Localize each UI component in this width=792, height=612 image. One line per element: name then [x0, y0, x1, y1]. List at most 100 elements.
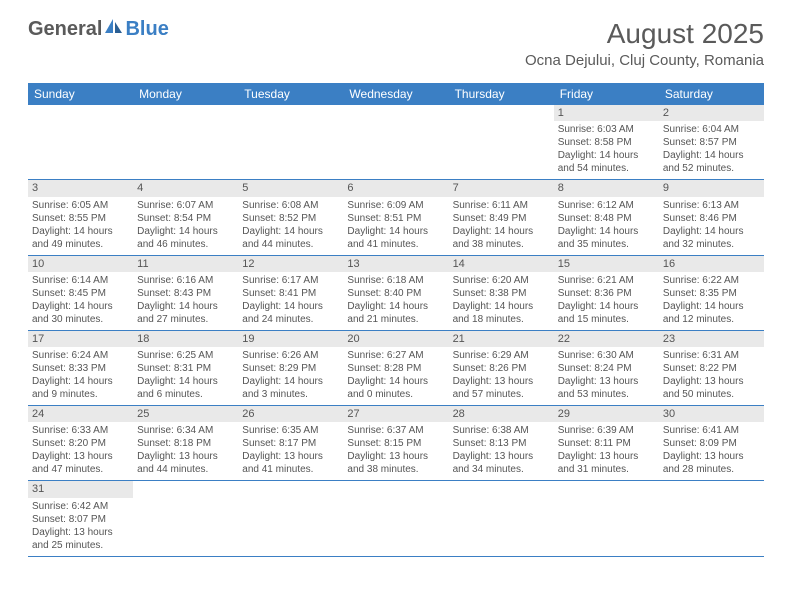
- sunrise-text: Sunrise: 6:13 AM: [663, 199, 760, 212]
- day-number: 3: [28, 180, 133, 196]
- day-details: Sunrise: 6:25 AMSunset: 8:31 PMDaylight:…: [133, 347, 238, 405]
- day-details: Sunrise: 6:07 AMSunset: 8:54 PMDaylight:…: [133, 197, 238, 255]
- calendar-day-cell: 7Sunrise: 6:11 AMSunset: 8:49 PMDaylight…: [449, 180, 554, 255]
- day-number: 14: [449, 256, 554, 272]
- calendar-week-row: 31Sunrise: 6:42 AMSunset: 8:07 PMDayligh…: [28, 481, 764, 556]
- day-number: 9: [659, 180, 764, 196]
- day-details: Sunrise: 6:17 AMSunset: 8:41 PMDaylight:…: [238, 272, 343, 330]
- daylight-text: Daylight: 14 hours and 9 minutes.: [32, 375, 129, 401]
- calendar-day-cell: [343, 105, 448, 180]
- sunset-text: Sunset: 8:26 PM: [453, 362, 550, 375]
- daylight-text: Daylight: 14 hours and 52 minutes.: [663, 149, 760, 175]
- day-details: Sunrise: 6:05 AMSunset: 8:55 PMDaylight:…: [28, 197, 133, 255]
- sunset-text: Sunset: 8:09 PM: [663, 437, 760, 450]
- daylight-text: Daylight: 14 hours and 32 minutes.: [663, 225, 760, 251]
- day-number: 27: [343, 406, 448, 422]
- sunrise-text: Sunrise: 6:30 AM: [558, 349, 655, 362]
- daylight-text: Daylight: 14 hours and 49 minutes.: [32, 225, 129, 251]
- calendar-day-cell: 4Sunrise: 6:07 AMSunset: 8:54 PMDaylight…: [133, 180, 238, 255]
- day-details: Sunrise: 6:35 AMSunset: 8:17 PMDaylight:…: [238, 422, 343, 480]
- daylight-text: Daylight: 14 hours and 41 minutes.: [347, 225, 444, 251]
- calendar-day-cell: 28Sunrise: 6:38 AMSunset: 8:13 PMDayligh…: [449, 406, 554, 481]
- calendar-day-cell: 21Sunrise: 6:29 AMSunset: 8:26 PMDayligh…: [449, 330, 554, 405]
- day-details: Sunrise: 6:30 AMSunset: 8:24 PMDaylight:…: [554, 347, 659, 405]
- sunset-text: Sunset: 8:35 PM: [663, 287, 760, 300]
- weekday-header: Wednesday: [343, 83, 448, 105]
- sunrise-text: Sunrise: 6:08 AM: [242, 199, 339, 212]
- sunrise-text: Sunrise: 6:34 AM: [137, 424, 234, 437]
- day-number: 31: [28, 481, 133, 497]
- daylight-text: Daylight: 14 hours and 27 minutes.: [137, 300, 234, 326]
- sunset-text: Sunset: 8:18 PM: [137, 437, 234, 450]
- sunset-text: Sunset: 8:46 PM: [663, 212, 760, 225]
- calendar-day-cell: [28, 105, 133, 180]
- sunrise-text: Sunrise: 6:31 AM: [663, 349, 760, 362]
- sunrise-text: Sunrise: 6:11 AM: [453, 199, 550, 212]
- calendar-day-cell: 6Sunrise: 6:09 AMSunset: 8:51 PMDaylight…: [343, 180, 448, 255]
- sunset-text: Sunset: 8:13 PM: [453, 437, 550, 450]
- sunset-text: Sunset: 8:11 PM: [558, 437, 655, 450]
- sunrise-text: Sunrise: 6:14 AM: [32, 274, 129, 287]
- day-number: 2: [659, 105, 764, 121]
- sunrise-text: Sunrise: 6:39 AM: [558, 424, 655, 437]
- calendar-body: 1Sunrise: 6:03 AMSunset: 8:58 PMDaylight…: [28, 105, 764, 556]
- calendar-day-cell: 31Sunrise: 6:42 AMSunset: 8:07 PMDayligh…: [28, 481, 133, 556]
- calendar-day-cell: 20Sunrise: 6:27 AMSunset: 8:28 PMDayligh…: [343, 330, 448, 405]
- sunrise-text: Sunrise: 6:17 AM: [242, 274, 339, 287]
- weekday-header: Friday: [554, 83, 659, 105]
- daylight-text: Daylight: 13 hours and 38 minutes.: [347, 450, 444, 476]
- calendar-day-cell: 15Sunrise: 6:21 AMSunset: 8:36 PMDayligh…: [554, 255, 659, 330]
- sunrise-text: Sunrise: 6:18 AM: [347, 274, 444, 287]
- sunrise-text: Sunrise: 6:37 AM: [347, 424, 444, 437]
- daylight-text: Daylight: 14 hours and 30 minutes.: [32, 300, 129, 326]
- sunrise-text: Sunrise: 6:27 AM: [347, 349, 444, 362]
- logo-sail-icon: [105, 19, 123, 40]
- sunrise-text: Sunrise: 6:29 AM: [453, 349, 550, 362]
- calendar-day-cell: 18Sunrise: 6:25 AMSunset: 8:31 PMDayligh…: [133, 330, 238, 405]
- sunset-text: Sunset: 8:51 PM: [347, 212, 444, 225]
- calendar-day-cell: [449, 105, 554, 180]
- daylight-text: Daylight: 13 hours and 44 minutes.: [137, 450, 234, 476]
- day-details: Sunrise: 6:08 AMSunset: 8:52 PMDaylight:…: [238, 197, 343, 255]
- calendar-week-row: 3Sunrise: 6:05 AMSunset: 8:55 PMDaylight…: [28, 180, 764, 255]
- sunrise-text: Sunrise: 6:20 AM: [453, 274, 550, 287]
- day-details: Sunrise: 6:18 AMSunset: 8:40 PMDaylight:…: [343, 272, 448, 330]
- day-details: Sunrise: 6:13 AMSunset: 8:46 PMDaylight:…: [659, 197, 764, 255]
- day-details: Sunrise: 6:31 AMSunset: 8:22 PMDaylight:…: [659, 347, 764, 405]
- day-details: Sunrise: 6:03 AMSunset: 8:58 PMDaylight:…: [554, 121, 659, 179]
- sunrise-text: Sunrise: 6:35 AM: [242, 424, 339, 437]
- day-number: 6: [343, 180, 448, 196]
- daylight-text: Daylight: 14 hours and 21 minutes.: [347, 300, 444, 326]
- calendar-day-cell: [659, 481, 764, 556]
- sunrise-text: Sunrise: 6:24 AM: [32, 349, 129, 362]
- calendar-day-cell: 11Sunrise: 6:16 AMSunset: 8:43 PMDayligh…: [133, 255, 238, 330]
- day-details: Sunrise: 6:14 AMSunset: 8:45 PMDaylight:…: [28, 272, 133, 330]
- day-number: 13: [343, 256, 448, 272]
- sunrise-text: Sunrise: 6:33 AM: [32, 424, 129, 437]
- sunset-text: Sunset: 8:28 PM: [347, 362, 444, 375]
- calendar-day-cell: 13Sunrise: 6:18 AMSunset: 8:40 PMDayligh…: [343, 255, 448, 330]
- month-title: August 2025: [525, 18, 764, 50]
- sunset-text: Sunset: 8:31 PM: [137, 362, 234, 375]
- sunrise-text: Sunrise: 6:03 AM: [558, 123, 655, 136]
- day-details: Sunrise: 6:21 AMSunset: 8:36 PMDaylight:…: [554, 272, 659, 330]
- sunset-text: Sunset: 8:07 PM: [32, 513, 129, 526]
- day-details: Sunrise: 6:26 AMSunset: 8:29 PMDaylight:…: [238, 347, 343, 405]
- sunrise-text: Sunrise: 6:22 AM: [663, 274, 760, 287]
- day-details: Sunrise: 6:24 AMSunset: 8:33 PMDaylight:…: [28, 347, 133, 405]
- calendar-day-cell: 25Sunrise: 6:34 AMSunset: 8:18 PMDayligh…: [133, 406, 238, 481]
- calendar-day-cell: [133, 105, 238, 180]
- day-number: 20: [343, 331, 448, 347]
- day-details: Sunrise: 6:12 AMSunset: 8:48 PMDaylight:…: [554, 197, 659, 255]
- daylight-text: Daylight: 14 hours and 6 minutes.: [137, 375, 234, 401]
- day-number: 7: [449, 180, 554, 196]
- sunset-text: Sunset: 8:24 PM: [558, 362, 655, 375]
- calendar-day-cell: [554, 481, 659, 556]
- day-details: Sunrise: 6:42 AMSunset: 8:07 PMDaylight:…: [28, 498, 133, 556]
- day-number: 11: [133, 256, 238, 272]
- day-number: 15: [554, 256, 659, 272]
- sunset-text: Sunset: 8:49 PM: [453, 212, 550, 225]
- calendar-day-cell: 23Sunrise: 6:31 AMSunset: 8:22 PMDayligh…: [659, 330, 764, 405]
- day-number: 22: [554, 331, 659, 347]
- calendar-day-cell: 29Sunrise: 6:39 AMSunset: 8:11 PMDayligh…: [554, 406, 659, 481]
